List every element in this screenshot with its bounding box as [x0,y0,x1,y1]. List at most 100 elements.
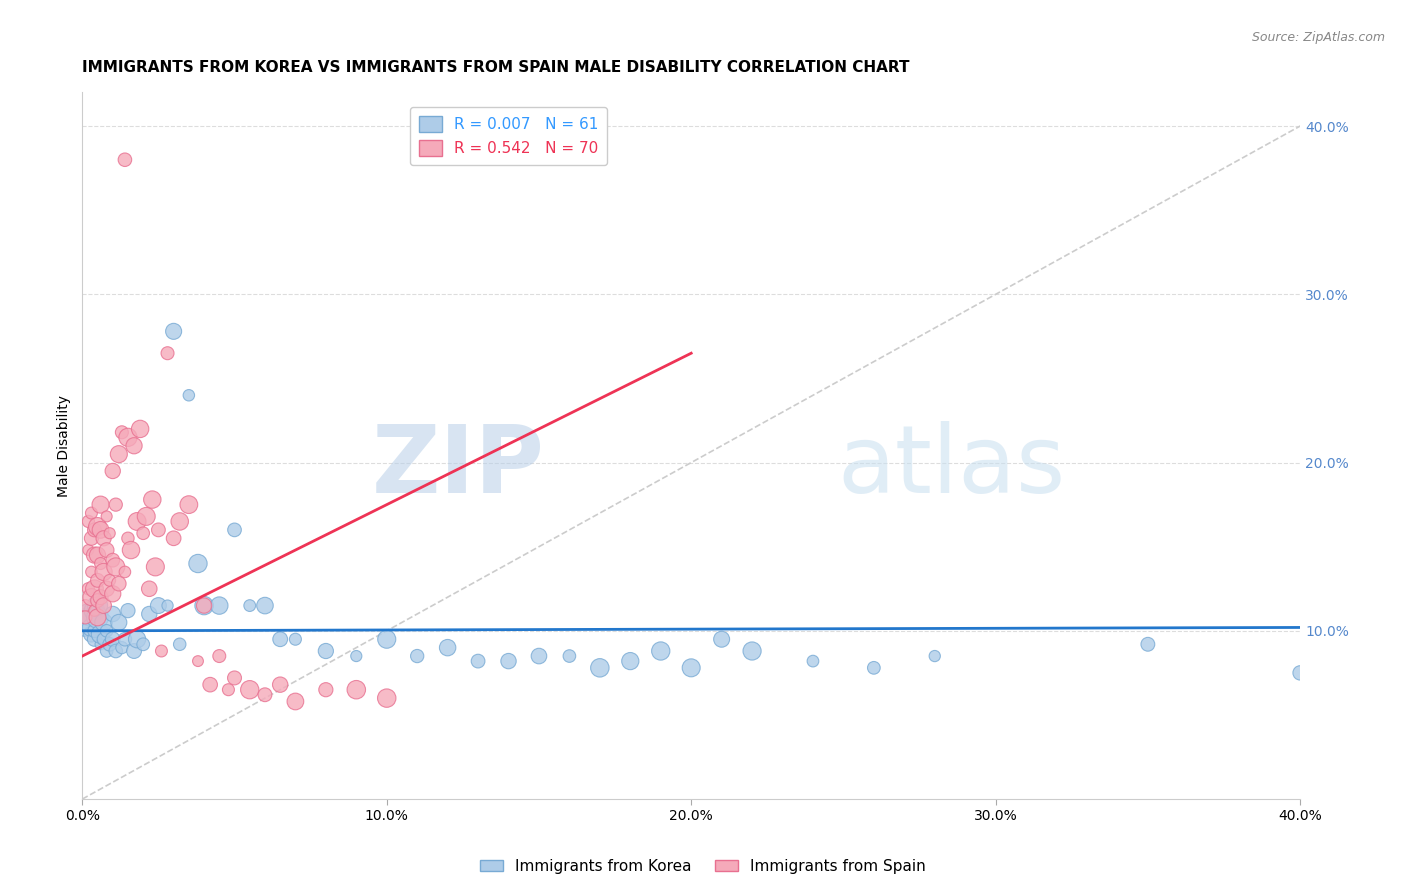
Point [83,582,105,596]
Point [863,661,886,675]
Point [129,422,152,436]
Point [741,644,763,658]
Point [187,557,209,571]
Point [208,599,231,613]
Point [96,582,118,596]
Point [193,599,215,613]
Point [138,607,160,621]
Point [527,648,550,663]
Text: Source: ZipAtlas.com: Source: ZipAtlas.com [1251,31,1385,45]
Point [114,632,136,647]
Point [135,509,157,524]
Point [80,627,103,641]
Point [93,565,115,579]
Point [132,526,155,541]
Point [86,548,108,562]
Point [96,509,118,524]
Point [98,574,121,588]
Point [1289,665,1312,680]
Point [269,632,291,647]
Point [96,624,118,638]
Point [75,610,97,624]
Point [177,388,200,402]
Point [217,682,239,697]
Point [80,590,103,604]
Point [101,587,124,601]
Point [93,632,115,647]
Point [122,439,145,453]
Point [253,599,276,613]
Point [90,627,112,641]
Point [169,637,191,651]
Point [80,531,103,545]
Point [156,599,179,613]
Point [127,632,149,647]
Point [75,615,97,630]
Point [150,644,173,658]
Point [589,661,612,675]
Point [117,531,139,545]
Point [315,682,337,697]
Point [187,654,209,668]
Point [108,615,131,630]
Point [436,640,458,655]
Point [104,498,127,512]
Point [111,425,134,440]
Point [86,519,108,533]
Point [114,565,136,579]
Point [122,644,145,658]
Text: atlas: atlas [838,421,1066,513]
Point [148,523,170,537]
Point [83,604,105,618]
Point [924,648,946,663]
Point [117,604,139,618]
Point [375,691,398,706]
Point [101,607,124,621]
Point [650,644,672,658]
Point [162,324,184,338]
Point [80,565,103,579]
Point [169,515,191,529]
Point [96,543,118,558]
Point [710,632,733,647]
Point [143,560,166,574]
Text: ZIP: ZIP [373,421,546,513]
Point [120,543,142,558]
Point [90,637,112,651]
Point [93,599,115,613]
Point [239,682,262,697]
Point [104,644,127,658]
Point [141,492,163,507]
Point [467,654,489,668]
Point [77,515,100,529]
Point [90,590,112,604]
Legend: Immigrants from Korea, Immigrants from Spain: Immigrants from Korea, Immigrants from S… [474,853,932,880]
Point [101,632,124,647]
Point [98,637,121,651]
Point [90,557,112,571]
Point [315,644,337,658]
Point [80,620,103,634]
Point [269,678,291,692]
Point [108,576,131,591]
Point [375,632,398,647]
Point [284,694,307,708]
Point [104,560,127,574]
Point [111,640,134,655]
Point [801,654,824,668]
Point [114,153,136,167]
Point [127,515,149,529]
Point [83,632,105,647]
Point [148,599,170,613]
Point [177,498,200,512]
Point [86,593,108,607]
Point [86,574,108,588]
Point [77,610,100,624]
Point [193,599,215,613]
Point [77,607,100,621]
Point [101,553,124,567]
Point [80,506,103,520]
Point [75,599,97,613]
Point [77,543,100,558]
Legend: R = 0.007   N = 61, R = 0.542   N = 70: R = 0.007 N = 61, R = 0.542 N = 70 [409,107,607,165]
